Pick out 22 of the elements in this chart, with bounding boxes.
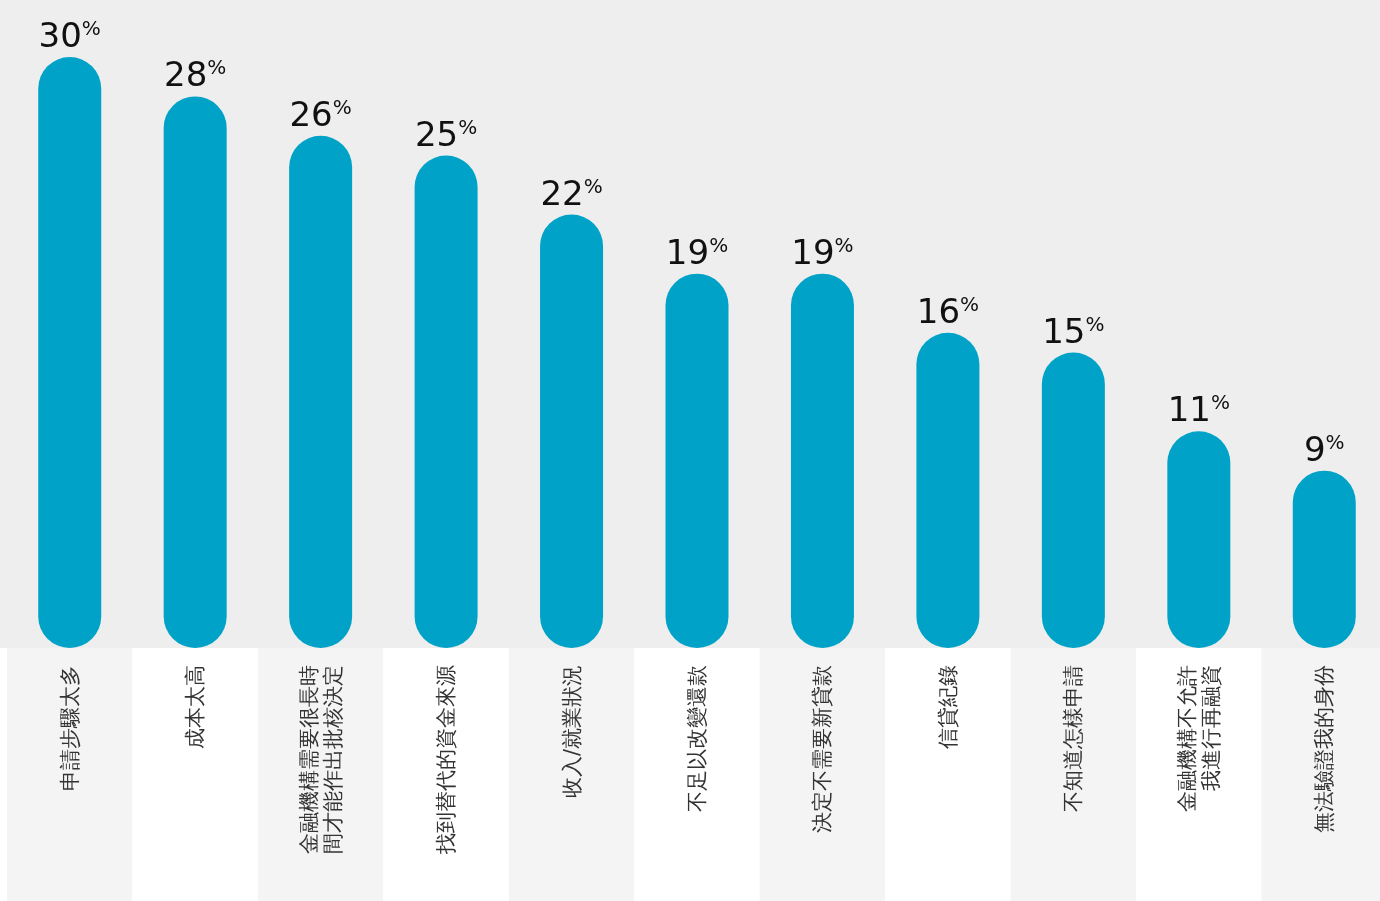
x-tick-label: 申請步驟太多 [57,665,82,791]
x-tick-label: 找到替代的資金來源 [434,665,459,855]
x-tick-label: 信貸紀錄 [935,665,960,749]
data-label: 9$^{%}$ [1303,428,1345,469]
data-label: 25$^{%}$ [414,113,478,154]
x-tick-label: 收入/就業狀況 [559,665,584,799]
x-tick-label: 無法驗證我的身份 [1312,665,1337,833]
data-label: 26$^{%}$ [289,93,352,134]
x-tick-label: 金融機構不允許我進行再融資 [1174,665,1223,812]
data-label: 22$^{%}$ [540,172,603,213]
x-tick-label: 成本太高 [183,665,208,749]
data-label: 30$^{%}$ [38,15,101,55]
data-label: 19$^{%}$ [665,231,729,272]
data-label: 15$^{%}$ [1042,310,1105,351]
data-label: 28$^{%}$ [164,54,227,95]
x-tick-label: 不足以改變還款 [685,665,709,812]
data-label: 11$^{%}$ [1167,389,1230,430]
x-tick-label: 金融機構需要很長時間才能作出批核決定 [296,665,345,854]
x-tick-label: 決定不需要新貸款 [810,665,835,833]
data-label: 16$^{%}$ [916,290,980,331]
x-tick-label: 不知道怎樣申請 [1061,665,1086,812]
data-label: 19$^{%}$ [791,231,854,272]
